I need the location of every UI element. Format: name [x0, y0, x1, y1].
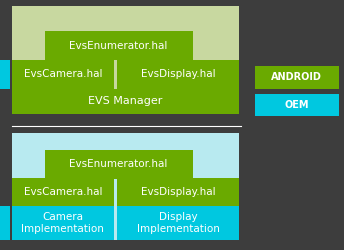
FancyBboxPatch shape — [0, 60, 10, 89]
FancyBboxPatch shape — [0, 206, 10, 240]
FancyBboxPatch shape — [12, 206, 114, 240]
Text: Display
Implementation: Display Implementation — [137, 212, 219, 234]
FancyBboxPatch shape — [12, 60, 114, 89]
Text: EvsEnumerator.hal: EvsEnumerator.hal — [69, 160, 168, 170]
FancyBboxPatch shape — [117, 178, 239, 206]
FancyBboxPatch shape — [12, 132, 239, 240]
Text: EVS Manager: EVS Manager — [88, 96, 163, 106]
FancyBboxPatch shape — [117, 60, 239, 89]
FancyBboxPatch shape — [12, 178, 114, 206]
Text: Camera
Implementation: Camera Implementation — [21, 212, 104, 234]
FancyBboxPatch shape — [12, 6, 239, 114]
Text: EvsDisplay.hal: EvsDisplay.hal — [141, 69, 215, 80]
Text: EvsCamera.hal: EvsCamera.hal — [23, 187, 102, 197]
FancyBboxPatch shape — [45, 150, 193, 179]
Text: EvsCamera.hal: EvsCamera.hal — [23, 69, 102, 80]
FancyBboxPatch shape — [255, 66, 339, 89]
FancyBboxPatch shape — [255, 94, 339, 116]
FancyBboxPatch shape — [12, 89, 239, 114]
FancyBboxPatch shape — [45, 31, 193, 60]
Text: ANDROID: ANDROID — [271, 72, 322, 83]
FancyBboxPatch shape — [117, 206, 239, 240]
Text: EvsEnumerator.hal: EvsEnumerator.hal — [69, 40, 168, 50]
Text: OEM: OEM — [284, 100, 309, 110]
Text: EvsDisplay.hal: EvsDisplay.hal — [141, 187, 215, 197]
